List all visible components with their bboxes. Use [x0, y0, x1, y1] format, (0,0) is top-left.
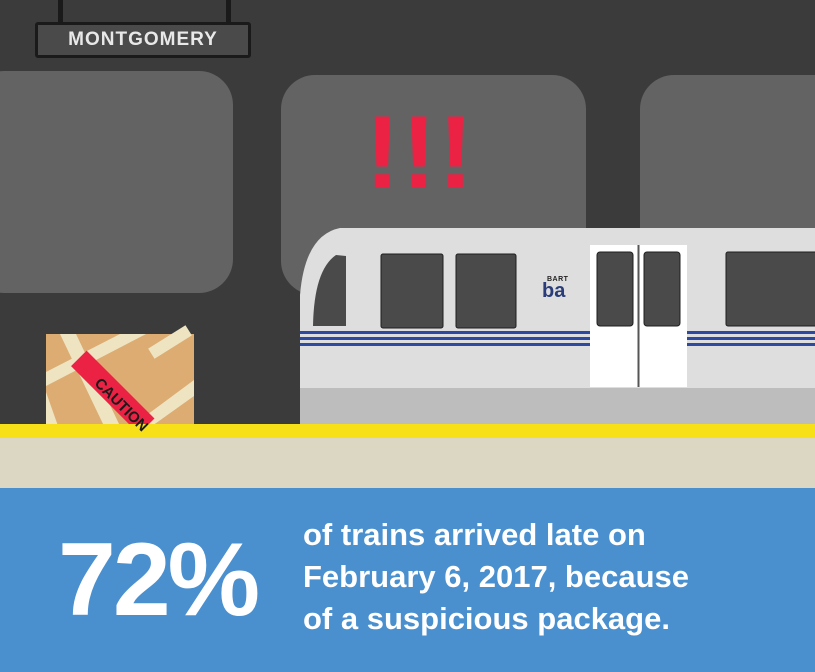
stat-caption: of trains arrived late on February 6, 20…	[303, 514, 803, 640]
alert-exclamation-icon: !!!	[365, 95, 475, 211]
train-window	[455, 253, 517, 329]
suspicious-package	[46, 325, 194, 435]
train-window	[380, 253, 444, 329]
station-sign: MONTGOMERY	[35, 22, 251, 58]
stat-percentage: 72%	[58, 522, 260, 638]
stat-caption-line: February 6, 2017, because	[303, 559, 690, 594]
train-window	[725, 251, 815, 327]
stat-panel: 72% of trains arrived late on February 6…	[0, 488, 815, 672]
platform-edge	[0, 424, 815, 438]
bart-logo: BART ba	[542, 276, 574, 302]
train	[300, 228, 815, 424]
sign-hanger	[226, 0, 231, 22]
train-door	[590, 245, 687, 387]
bart-logo-word: BART	[547, 276, 569, 283]
sign-hanger	[58, 0, 63, 22]
platform	[0, 438, 815, 488]
bart-logo-mark: ba	[542, 280, 566, 302]
stat-caption-line: of a suspicious package.	[303, 601, 670, 636]
stat-caption-line: of trains arrived late on	[303, 517, 646, 552]
tunnel-window	[0, 71, 233, 293]
